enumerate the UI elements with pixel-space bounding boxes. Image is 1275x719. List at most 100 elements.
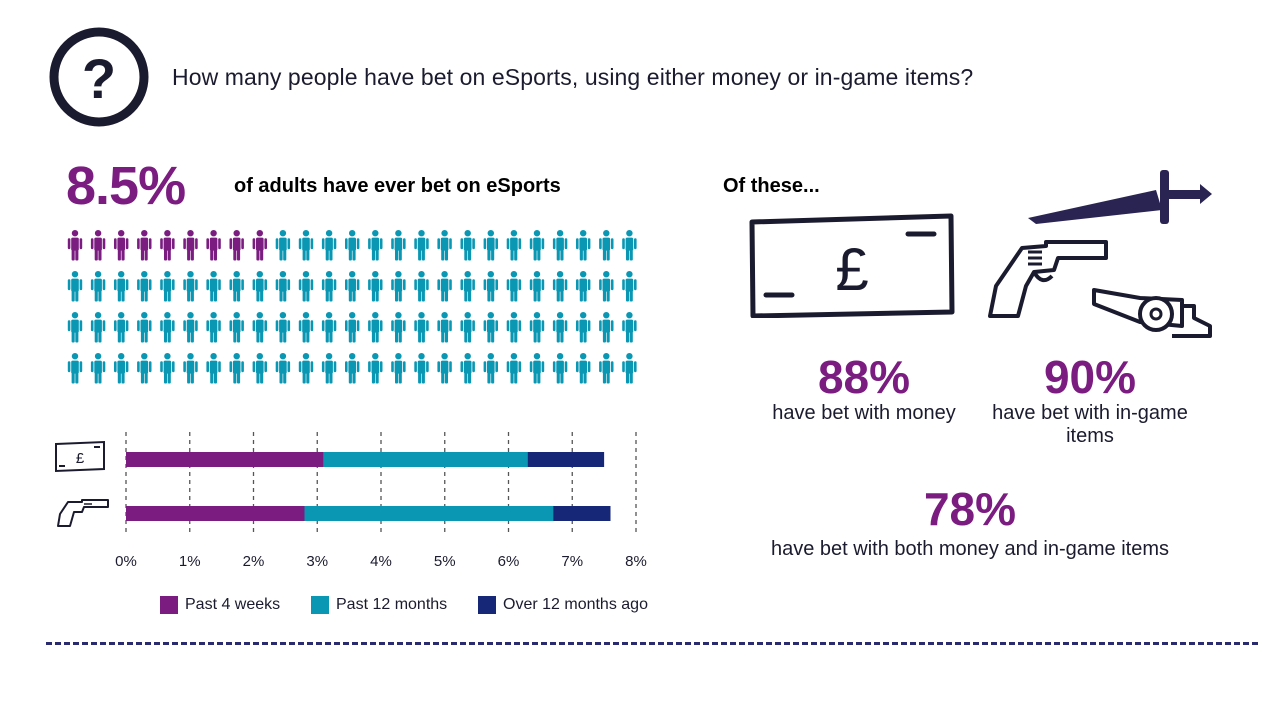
person-icon — [506, 230, 522, 261]
sword-icon — [1028, 170, 1212, 224]
person-icon — [345, 230, 360, 261]
person-icon — [368, 271, 383, 302]
legend-item-past-4-weeks: Past 4 weeks — [160, 596, 280, 614]
person-icon — [414, 230, 429, 261]
x-tick-label: 4% — [370, 553, 392, 570]
person-icon — [160, 230, 175, 261]
bar-segment — [126, 506, 305, 521]
headline-label: of adults have ever bet on eSports — [234, 175, 561, 197]
legend-label: Past 4 weeks — [185, 596, 281, 613]
person-icon — [137, 271, 152, 302]
bar-segment — [126, 452, 324, 467]
of-these-heading: Of these... — [723, 175, 820, 197]
person-icon — [599, 312, 614, 343]
person-icon — [67, 312, 83, 343]
pistol-icon — [988, 240, 1108, 318]
pistol-icon — [57, 499, 109, 527]
person-icon — [391, 271, 406, 302]
person-icon — [206, 271, 221, 302]
person-icon — [137, 353, 152, 384]
stat-both-percentage: 78% — [923, 483, 1017, 535]
person-icon — [576, 353, 591, 384]
svg-text:£: £ — [76, 450, 85, 467]
person-icon — [275, 353, 291, 384]
person-icon — [622, 353, 637, 384]
bar-segment — [553, 506, 611, 521]
person-icon — [576, 271, 591, 302]
person-icon — [414, 312, 429, 343]
person-icon — [414, 271, 429, 302]
person-icon — [599, 271, 614, 302]
person-icon — [160, 271, 175, 302]
person-icon — [552, 312, 568, 343]
person-icon — [321, 312, 337, 343]
person-icon — [160, 312, 175, 343]
person-icon — [460, 271, 475, 302]
question-title: How many people have bet on eSports, usi… — [172, 64, 974, 90]
person-icon — [275, 271, 291, 302]
x-tick-label: 0% — [115, 553, 137, 570]
bar-segment — [323, 452, 528, 467]
person-icon — [321, 353, 337, 384]
person-icon — [345, 353, 360, 384]
person-icon — [391, 353, 406, 384]
person-icon — [483, 353, 498, 384]
person-icon — [414, 353, 429, 384]
person-icon — [275, 312, 291, 343]
person-icon — [298, 271, 314, 302]
person-icon — [368, 353, 383, 384]
person-icon — [206, 312, 221, 343]
person-icon — [298, 353, 314, 384]
person-icon — [576, 230, 591, 261]
person-icon — [321, 271, 337, 302]
person-icon — [483, 271, 498, 302]
x-tick-label: 7% — [561, 553, 583, 570]
person-icon — [599, 353, 614, 384]
person-icon — [183, 230, 198, 261]
banknote-icon: £ — [749, 213, 955, 318]
legend-item-past-12-months: Past 12 months — [311, 596, 447, 614]
person-icon — [206, 353, 221, 384]
person-icon — [114, 271, 129, 302]
people-icon-grid — [67, 230, 637, 384]
person-icon — [529, 353, 545, 384]
person-icon — [460, 230, 475, 261]
person-icon — [298, 230, 314, 261]
person-icon — [252, 312, 267, 343]
person-icon — [90, 230, 106, 261]
person-icon — [552, 271, 568, 302]
person-icon — [368, 312, 383, 343]
person-icon — [529, 271, 545, 302]
x-tick-label: 1% — [179, 553, 201, 570]
person-icon — [160, 353, 175, 384]
person-icon — [391, 312, 406, 343]
person-icon — [437, 230, 452, 261]
x-tick-label: 2% — [243, 553, 265, 570]
person-icon — [114, 230, 129, 261]
person-icon — [275, 230, 291, 261]
person-icon — [252, 271, 267, 302]
person-icon — [483, 230, 498, 261]
person-icon — [437, 271, 452, 302]
person-icon — [114, 353, 129, 384]
person-icon — [460, 353, 475, 384]
svg-text:?: ? — [82, 47, 116, 110]
stat-money-label: have bet with money — [772, 402, 956, 424]
person-icon — [552, 230, 568, 261]
person-icon — [345, 312, 360, 343]
legend-swatch — [311, 596, 329, 614]
svg-text:£: £ — [835, 236, 868, 303]
person-icon — [506, 312, 522, 343]
stat-items-label: have bet with in-game items — [992, 402, 1188, 447]
person-icon — [298, 312, 314, 343]
bar-segment — [527, 452, 605, 467]
legend-label: Past 12 months — [336, 596, 448, 613]
person-icon — [90, 353, 106, 384]
cannon-icon — [1092, 288, 1212, 338]
question-icon: ? — [49, 27, 149, 127]
person-icon — [229, 230, 244, 261]
person-icon — [391, 230, 406, 261]
x-tick-label: 5% — [434, 553, 456, 570]
banknote-icon: £ — [55, 440, 105, 473]
person-icon — [529, 312, 545, 343]
